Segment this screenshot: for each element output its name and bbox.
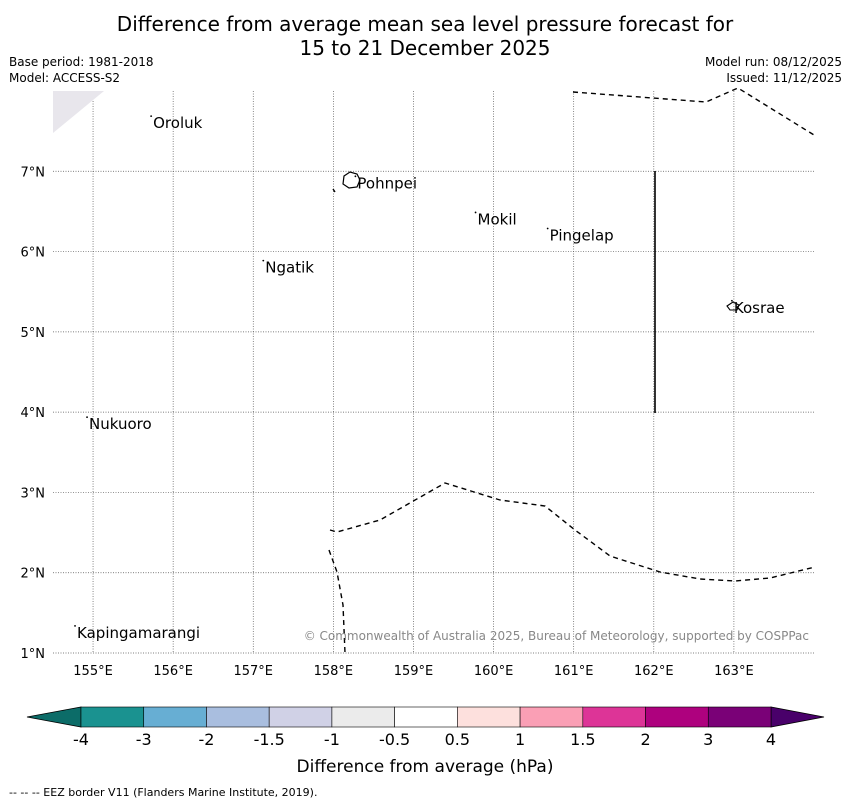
place-marker bbox=[546, 227, 549, 230]
lon-tick-label: 157°E bbox=[233, 664, 273, 679]
colorbar-tick-label: 1.5 bbox=[570, 730, 595, 749]
place-label: Ngatik bbox=[265, 259, 314, 277]
colorbar-tick-label: -2 bbox=[198, 730, 214, 749]
lat-tick-label: 1°N bbox=[21, 647, 46, 662]
place-label: Oroluk bbox=[153, 114, 202, 132]
footnote: -- -- -- EEZ border V11 (Flanders Marine… bbox=[9, 786, 318, 799]
title-line-1: Difference from average mean sea level p… bbox=[116, 12, 734, 36]
eez-border-west bbox=[328, 549, 346, 654]
title-line-2: 15 to 21 December 2025 bbox=[299, 36, 551, 60]
lon-tick-label: 162°E bbox=[634, 664, 674, 679]
place-label: Mokil bbox=[478, 210, 517, 228]
map-area: Oroluk Pohnpei Mokil Pingelap Ngatik Kosrae Nu… bbox=[21, 87, 816, 679]
colorbar-tick-label: 0.5 bbox=[445, 730, 470, 749]
graticule bbox=[53, 91, 814, 654]
lat-tick-label: 5°N bbox=[21, 326, 46, 341]
colorbar-tick-label: -1.5 bbox=[254, 730, 285, 749]
lon-tick-label: 155°E bbox=[73, 664, 113, 679]
eez-borders bbox=[328, 87, 816, 654]
copyright-text: © Commonwealth of Australia 2025, Bureau… bbox=[304, 629, 809, 643]
place-labels: Oroluk Pohnpei Mokil Pingelap Ngatik Kosrae Nu… bbox=[74, 114, 785, 642]
lon-tick-label: 159°E bbox=[394, 664, 434, 679]
lon-tick-label: 156°E bbox=[153, 664, 193, 679]
colorbar-segment bbox=[331, 706, 395, 728]
colorbar-segment bbox=[80, 706, 145, 728]
colorbar-segment bbox=[206, 706, 270, 728]
place-marker bbox=[474, 211, 477, 214]
colorbar-label: Difference from average (hPa) bbox=[297, 757, 554, 777]
base-period: Base period: 1981-2018 bbox=[9, 55, 154, 69]
issued-date: Issued: 11/12/2025 bbox=[726, 71, 842, 85]
place-label: Pingelap bbox=[550, 227, 614, 245]
lon-tick-label: 160°E bbox=[474, 664, 514, 679]
colorbar-segment bbox=[457, 706, 521, 728]
colorbar-tick-label: 3 bbox=[703, 730, 713, 749]
colorbar-segment bbox=[645, 706, 709, 728]
eez-border-north bbox=[572, 87, 815, 136]
meta-right: Model run: 08/12/2025 Issued: 11/12/2025 bbox=[705, 54, 842, 86]
pohnpei-island-shape bbox=[342, 171, 361, 189]
colorbar-tick-label: 4 bbox=[766, 730, 776, 749]
place-marker bbox=[730, 299, 733, 302]
colorbar-tick-label: 2 bbox=[640, 730, 650, 749]
colorbar-segment bbox=[582, 706, 646, 728]
model-run: Model run: 08/12/2025 bbox=[704, 55, 842, 69]
lon-tick-label: 163°E bbox=[714, 664, 754, 679]
place-label: Nukuoro bbox=[89, 415, 152, 433]
place-label: Pohnpei bbox=[357, 174, 417, 192]
lon-tick-label: 158°E bbox=[314, 664, 354, 679]
colorbar-tick-label: -3 bbox=[136, 730, 152, 749]
anomaly-shading bbox=[53, 91, 104, 133]
place-marker bbox=[354, 175, 357, 178]
place-marker bbox=[86, 416, 88, 419]
colorbar-tick-label: -4 bbox=[73, 730, 89, 749]
colorbar-segment bbox=[519, 706, 584, 728]
lat-tick-label: 7°N bbox=[21, 165, 46, 180]
colorbar-segment bbox=[707, 706, 772, 728]
colorbar-tick-label: 1 bbox=[515, 730, 525, 749]
lat-tick-label: 6°N bbox=[21, 246, 46, 261]
colorbar-segment bbox=[394, 706, 458, 728]
axis-labels: 155°E 156°E 157°E 158°E 159°E 160°E 161°E 162°E… bbox=[21, 165, 754, 679]
colorbar-segment bbox=[143, 706, 207, 728]
colorbar: -4 -3 -2 -1.5 -1 -0.5 0.5 1 1.5 2 3 4 bbox=[26, 706, 825, 749]
lat-tick-label: 2°N bbox=[21, 567, 46, 582]
colorbar-extend-low bbox=[26, 706, 82, 728]
place-label: Kosrae bbox=[734, 299, 785, 317]
colorbar-segment bbox=[268, 706, 333, 728]
map-background bbox=[53, 91, 814, 653]
place-marker bbox=[74, 625, 76, 627]
place-marker bbox=[150, 115, 153, 118]
colorbar-tick-label: -1 bbox=[324, 730, 340, 749]
lat-tick-label: 3°N bbox=[21, 486, 46, 501]
model-name: Model: ACCESS-S2 bbox=[9, 71, 121, 85]
place-label: Kapingamarangi bbox=[77, 624, 200, 642]
colorbar-extend-high bbox=[770, 706, 825, 728]
eez-border-fragment bbox=[332, 188, 336, 193]
map-title: Difference from average mean sea level p… bbox=[0, 12, 850, 60]
lon-tick-label: 161°E bbox=[554, 664, 594, 679]
kosrae-island-shape bbox=[726, 301, 740, 311]
lat-tick-label: 4°N bbox=[21, 406, 46, 421]
meta-left: Base period: 1981-2018 Model: ACCESS-S2 bbox=[9, 54, 154, 86]
colorbar-tick-label: -0.5 bbox=[379, 730, 410, 749]
place-marker bbox=[262, 259, 265, 262]
